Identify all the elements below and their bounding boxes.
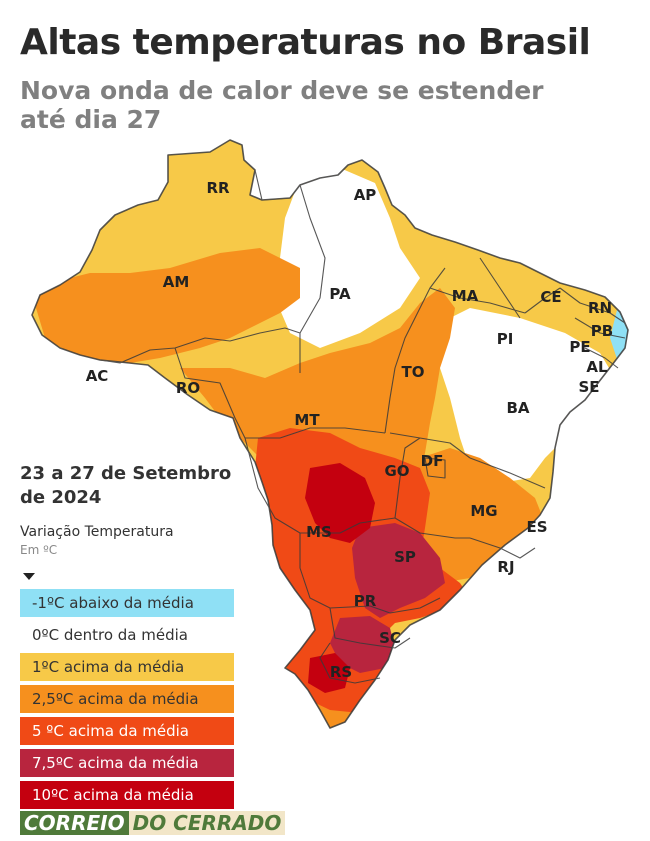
brand-watermark: CORREIO DO CERRADO (20, 810, 286, 836)
map-title: Altas temperaturas no Brasil (20, 22, 591, 63)
legend-title: Variação Temperatura (20, 524, 174, 540)
watermark-part-1: CORREIO (20, 811, 129, 835)
state-label-go: GO (384, 462, 409, 480)
state-label-df: DF (421, 452, 444, 470)
state-label-rn: RN (588, 299, 612, 317)
state-label-pe: PE (569, 338, 590, 356)
state-label-am: AM (163, 273, 190, 291)
state-label-to: TO (402, 363, 425, 381)
legend-item-0: 0ºC dentro da média (20, 621, 234, 649)
state-label-ba: BA (506, 399, 529, 417)
state-label-mt: MT (294, 411, 320, 429)
map-subtitle: Nova onda de calor deve se estender até … (20, 76, 544, 134)
state-label-mg: MG (470, 502, 497, 520)
legend-unit: Em ºC (20, 543, 58, 557)
state-label-al: AL (586, 358, 608, 376)
state-label-rs: RS (330, 663, 352, 681)
date-range: 23 a 27 de Setembro de 2024 (20, 463, 232, 508)
state-label-pa: PA (329, 285, 351, 303)
legend-item-10: 10ºC acima da média (20, 781, 234, 809)
state-label-pi: PI (497, 330, 514, 348)
state-label-ce: CE (540, 288, 561, 306)
state-label-ac: AC (86, 367, 109, 385)
watermark-part-2: DO CERRADO (128, 811, 286, 835)
state-label-ma: MA (452, 287, 479, 305)
state-label-sc: SC (379, 629, 401, 647)
state-label-es: ES (526, 518, 547, 536)
state-label-pr: PR (354, 592, 377, 610)
legend-item-minus1: -1ºC abaixo da média (20, 589, 234, 617)
temperature-legend: -1ºC abaixo da média 0ºC dentro da média… (20, 589, 234, 813)
state-label-ms: MS (306, 523, 332, 541)
state-label-rr: RR (206, 179, 230, 197)
legend-item-7-5: 7,5ºC acima da média (20, 749, 234, 777)
caret-down-icon (23, 573, 35, 580)
state-label-sp: SP (394, 548, 416, 566)
state-label-ro: RO (176, 379, 200, 397)
state-label-pb: PB (591, 322, 613, 340)
state-label-rj: RJ (497, 558, 514, 576)
legend-item-5: 5 ºC acima da média (20, 717, 234, 745)
legend-item-1: 1ºC acima da média (20, 653, 234, 681)
state-label-ap: AP (354, 186, 377, 204)
state-label-se: SE (578, 378, 599, 396)
legend-item-2-5: 2,5ºC acima da média (20, 685, 234, 713)
